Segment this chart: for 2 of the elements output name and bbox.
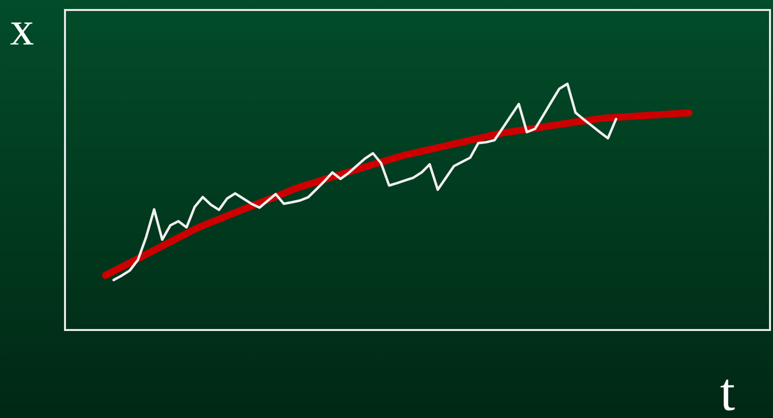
y-axis-title: x	[10, 2, 34, 56]
x-axis-title: t	[720, 362, 736, 418]
